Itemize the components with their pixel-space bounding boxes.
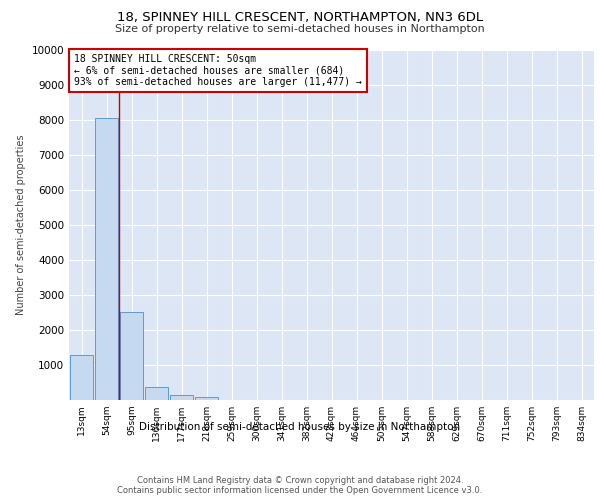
Bar	[70, 354, 94, 400]
Y-axis label: Number of semi-detached properties: Number of semi-detached properties	[16, 134, 26, 316]
Text: 18, SPINNEY HILL CRESCENT, NORTHAMPTON, NN3 6DL: 18, SPINNEY HILL CRESCENT, NORTHAMPTON, …	[117, 11, 483, 24]
Text: Distribution of semi-detached houses by size in Northampton: Distribution of semi-detached houses by …	[139, 422, 461, 432]
Text: Size of property relative to semi-detached houses in Northampton: Size of property relative to semi-detach…	[115, 24, 485, 34]
Bar	[145, 386, 169, 400]
Bar	[170, 395, 193, 400]
Text: 18 SPINNEY HILL CRESCENT: 50sqm
← 6% of semi-detached houses are smaller (684)
9: 18 SPINNEY HILL CRESCENT: 50sqm ← 6% of …	[74, 54, 362, 86]
Text: Contains HM Land Registry data © Crown copyright and database right 2024.
Contai: Contains HM Land Registry data © Crown c…	[118, 476, 482, 495]
Bar	[95, 118, 118, 400]
Bar	[194, 397, 218, 400]
Bar	[119, 312, 143, 400]
